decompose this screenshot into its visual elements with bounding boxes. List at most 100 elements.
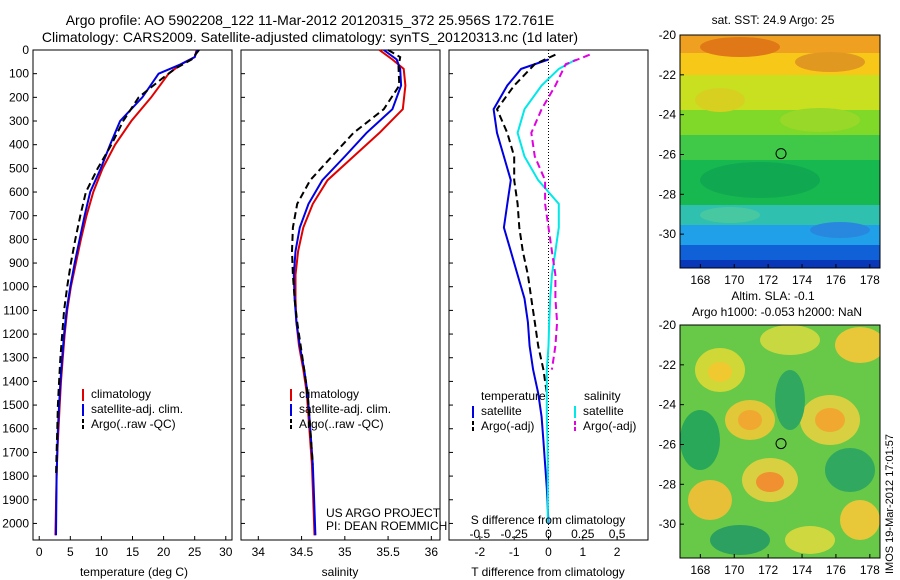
top-tick-label: -0.5 xyxy=(470,527,491,541)
legend-label: Argo(..raw -QC) xyxy=(91,417,176,431)
y-tick-label: 300 xyxy=(9,114,29,128)
map-x-tick-label: 172 xyxy=(758,273,778,287)
x-tick-label: 5 xyxy=(67,545,74,559)
y-tick-label: 900 xyxy=(9,256,29,270)
map-y-tick-label: -28 xyxy=(659,187,677,201)
salinity-xlabel: salinity xyxy=(322,565,359,579)
legend-label: climatology xyxy=(91,387,151,401)
y-tick-label: 1100 xyxy=(3,303,29,317)
x-tick-label: 20 xyxy=(157,545,171,559)
map-y-tick-label: -24 xyxy=(659,108,677,122)
map-x-tick-label: 178 xyxy=(860,563,880,577)
legend-label: satellite-adj. clim. xyxy=(299,402,391,416)
sst-map-title: sat. SST: 24.9 Argo: 25 xyxy=(712,13,835,27)
x-tick-label: 35.5 xyxy=(376,545,400,559)
series-line-satellite-adj-clim- xyxy=(55,49,199,536)
series-line-argo-raw-qc- xyxy=(55,49,200,477)
y-tick-label: 1600 xyxy=(2,422,29,436)
sla-map-subtitle: Argo h1000: -0.053 h2000: NaN xyxy=(692,305,862,319)
x-tick-label: 1 xyxy=(579,545,586,559)
legend-label: climatology xyxy=(299,387,359,401)
legend-label: satellite xyxy=(583,404,624,418)
timestamp-stamp: IMOS 19-Mar-2012 17:01:57 xyxy=(884,433,896,574)
map-x-tick-label: 170 xyxy=(724,563,744,577)
difference-top-label: S difference from climatology xyxy=(471,513,626,527)
map-x-tick-label: 172 xyxy=(758,563,778,577)
sst-argo-location-marker xyxy=(775,148,787,160)
y-tick-label: 500 xyxy=(9,161,29,175)
map-x-tick-label: 168 xyxy=(690,273,710,287)
x-tick-label: 36 xyxy=(425,545,439,559)
map-y-tick-label: -22 xyxy=(659,68,677,82)
legend-label: Argo(..raw -QC) xyxy=(299,417,384,431)
map-y-tick-label: -20 xyxy=(659,28,677,42)
map-y-tick-label: -26 xyxy=(659,437,677,451)
x-tick-label: 25 xyxy=(188,545,202,559)
map-x-tick-label: 174 xyxy=(792,273,812,287)
legend-label: satellite-adj. clim. xyxy=(91,402,183,416)
y-tick-label: 0 xyxy=(22,43,29,57)
x-tick-label: 2 xyxy=(614,545,621,559)
y-tick-label: 1900 xyxy=(2,493,29,507)
y-tick-label: 100 xyxy=(9,67,29,81)
sst-map-frame xyxy=(679,34,881,269)
top-tick-label: 0.5 xyxy=(609,527,626,541)
y-tick-label: 1000 xyxy=(2,280,29,294)
x-tick-label: 35 xyxy=(338,545,352,559)
y-tick-label: 400 xyxy=(9,138,29,152)
map-x-tick-label: 174 xyxy=(792,563,812,577)
temperature-panel xyxy=(32,49,233,541)
sla-map-title: Altim. SLA: -0.1 xyxy=(731,289,815,303)
map-y-tick-label: -26 xyxy=(659,147,677,161)
map-y-tick-label: -28 xyxy=(659,477,677,491)
x-tick-label: 34.5 xyxy=(290,545,314,559)
y-tick-label: 700 xyxy=(9,209,29,223)
map-x-tick-label: 168 xyxy=(690,563,710,577)
series-line-argo-adj- xyxy=(495,53,556,394)
series-line-climatology xyxy=(54,49,198,536)
y-tick-label: 800 xyxy=(9,232,29,246)
legend-title: salinity xyxy=(584,389,621,403)
top-tick-label: 0.25 xyxy=(571,527,595,541)
top-tick-label: -0.25 xyxy=(501,527,529,541)
map-y-tick-label: -24 xyxy=(659,398,677,412)
legend-label: satellite xyxy=(481,404,522,418)
sst-map-image xyxy=(680,35,880,268)
y-tick-label: 1500 xyxy=(2,398,29,412)
legend-label: Argo(-adj) xyxy=(481,419,534,433)
top-tick-label: 0 xyxy=(545,527,552,541)
x-tick-label: 15 xyxy=(126,545,140,559)
y-tick-label: 600 xyxy=(9,185,29,199)
map-y-tick-label: -22 xyxy=(659,358,677,372)
y-tick-label: 2000 xyxy=(2,516,29,530)
x-tick-label: 10 xyxy=(95,545,109,559)
series-line-argo-raw-qc- xyxy=(290,49,402,465)
y-tick-label: 1700 xyxy=(2,445,29,459)
y-tick-label: 1200 xyxy=(2,327,29,341)
temperature-xlabel: temperature (deg C) xyxy=(80,565,188,579)
salinity-panel xyxy=(240,49,441,541)
map-x-tick-label: 176 xyxy=(826,273,846,287)
series-line-satellite xyxy=(492,58,550,524)
y-tick-label: 1400 xyxy=(2,374,29,388)
x-tick-label: 0 xyxy=(36,545,43,559)
credits-line2: PI: DEAN ROEMMICH xyxy=(326,519,447,533)
legend-title: temperature xyxy=(481,389,546,403)
sla-map-image xyxy=(680,325,880,558)
y-tick-label: 1800 xyxy=(2,469,29,483)
series-line-satellite-adj-clim- xyxy=(292,49,403,536)
map-x-tick-label: 178 xyxy=(860,273,880,287)
x-tick-label: 30 xyxy=(219,545,233,559)
series-line-argo-adj- xyxy=(530,53,591,370)
legend-label: Argo(-adj) xyxy=(583,419,636,433)
sla-map-frame xyxy=(679,324,881,559)
sla-argo-location-marker xyxy=(775,438,787,450)
map-y-tick-label: -30 xyxy=(659,517,677,531)
map-y-tick-label: -20 xyxy=(659,318,677,332)
difference-xlabel: T difference from climatology xyxy=(471,565,625,579)
x-tick-label: 0 xyxy=(545,545,552,559)
x-tick-label: -1 xyxy=(509,545,520,559)
map-y-tick-label: -30 xyxy=(659,227,677,241)
figure-title-line1: Argo profile: AO 5902208_122 11-Mar-2012… xyxy=(65,12,555,28)
